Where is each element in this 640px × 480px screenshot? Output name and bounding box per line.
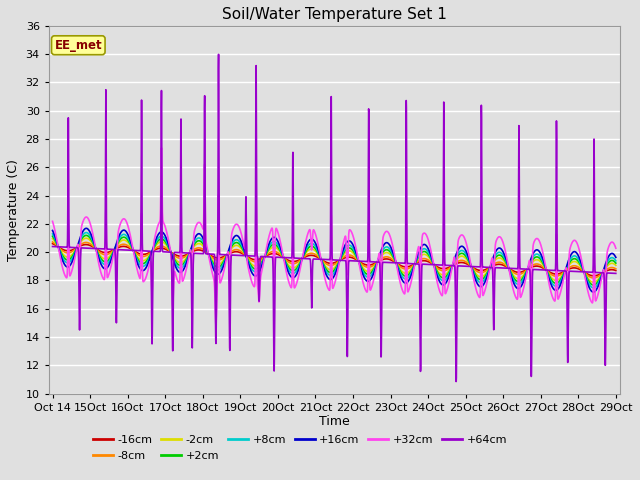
+64cm [265,254,273,260]
-2cm [83,235,90,241]
+64cm [49,244,56,250]
-2cm [289,265,297,271]
-8cm [113,245,120,251]
-8cm [265,251,273,256]
-2cm [113,243,121,249]
-8cm [289,261,297,266]
-2cm [540,264,548,269]
-8cm [49,239,56,245]
Line: -8cm: -8cm [52,242,616,278]
+2cm [540,263,548,268]
+16cm [49,228,56,233]
+2cm [113,241,121,247]
+16cm [265,241,273,247]
+2cm [289,268,297,274]
Line: -16cm: -16cm [52,244,616,276]
-16cm [289,259,297,264]
+8cm [540,262,548,267]
Line: +32cm: +32cm [52,148,616,324]
+16cm [289,275,297,281]
+32cm [49,218,56,224]
-16cm [590,273,598,279]
-2cm [601,266,609,272]
+8cm [601,264,609,270]
+64cm [147,248,154,254]
-8cm [147,250,154,256]
Legend: -16cm, -8cm, -2cm, +2cm, +8cm, +16cm, +32cm, +64cm: -16cm, -8cm, -2cm, +2cm, +8cm, +16cm, +3… [88,431,511,465]
Y-axis label: Temperature (C): Temperature (C) [7,159,20,261]
+64cm [541,267,548,273]
Text: EE_met: EE_met [54,39,102,52]
Title: Soil/Water Temperature Set 1: Soil/Water Temperature Set 1 [221,7,447,22]
-16cm [147,250,154,255]
+32cm [212,322,220,327]
+8cm [83,230,90,236]
-16cm [265,252,273,258]
+16cm [612,254,620,260]
-16cm [49,241,56,247]
-2cm [612,263,620,268]
+2cm [83,232,90,238]
-2cm [265,248,273,253]
-8cm [601,268,609,274]
X-axis label: Time: Time [319,415,349,429]
+2cm [601,265,609,271]
-2cm [147,251,154,257]
+2cm [589,282,597,288]
+32cm [113,263,120,268]
+8cm [289,271,297,276]
+16cm [113,239,121,244]
+8cm [265,244,273,250]
-8cm [540,265,548,271]
+8cm [49,231,56,237]
Line: +2cm: +2cm [52,235,616,285]
+64cm [601,355,609,361]
+8cm [113,240,121,246]
-2cm [589,279,597,285]
+64cm [452,379,460,384]
+8cm [612,258,620,264]
+32cm [612,245,620,251]
-16cm [113,245,120,251]
+2cm [147,252,154,258]
+16cm [147,254,154,260]
+64cm [612,271,620,276]
+16cm [540,260,548,266]
+2cm [612,260,620,266]
-8cm [590,275,598,281]
-2cm [49,236,56,241]
+32cm [289,255,297,261]
Line: +64cm: +64cm [52,54,616,382]
+32cm [157,145,165,151]
Line: -2cm: -2cm [52,238,616,282]
+16cm [601,262,609,268]
+2cm [49,233,56,239]
+64cm [215,51,223,57]
+32cm [601,298,609,303]
+16cm [589,289,597,295]
Line: +8cm: +8cm [52,233,616,288]
Line: +16cm: +16cm [52,228,616,292]
+32cm [147,259,154,264]
+8cm [147,252,154,258]
-16cm [601,269,609,275]
-16cm [612,268,620,274]
+64cm [289,179,297,184]
-8cm [612,266,620,272]
+16cm [83,226,90,231]
+64cm [113,299,120,304]
+8cm [589,285,597,291]
+32cm [265,234,273,240]
+2cm [265,246,273,252]
+32cm [541,257,548,263]
-16cm [540,266,548,272]
